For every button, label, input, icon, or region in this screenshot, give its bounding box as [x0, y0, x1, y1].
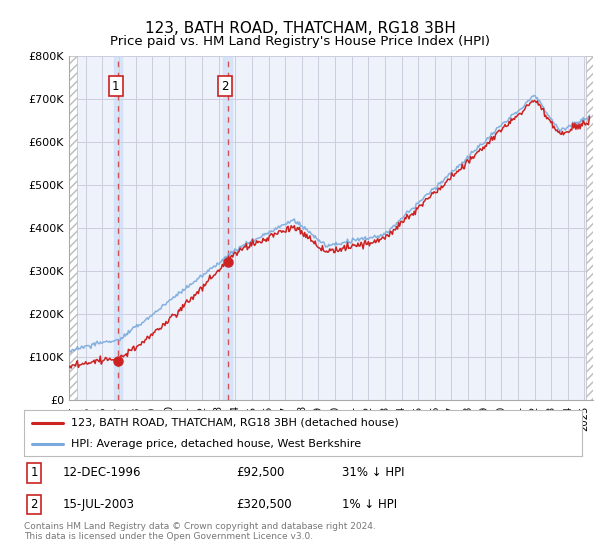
Bar: [586, 56, 593, 400]
Text: 12-DEC-1996: 12-DEC-1996: [63, 466, 142, 479]
Text: 123, BATH ROAD, THATCHAM, RG18 3BH: 123, BATH ROAD, THATCHAM, RG18 3BH: [145, 21, 455, 36]
Bar: [114, 56, 122, 400]
Text: 15-JUL-2003: 15-JUL-2003: [63, 498, 135, 511]
Bar: [69, 56, 77, 400]
Text: £92,500: £92,500: [236, 466, 284, 479]
Text: 1: 1: [112, 80, 119, 92]
Text: 123, BATH ROAD, THATCHAM, RG18 3BH (detached house): 123, BATH ROAD, THATCHAM, RG18 3BH (deta…: [71, 418, 399, 428]
Text: 1% ↓ HPI: 1% ↓ HPI: [342, 498, 397, 511]
Text: 2: 2: [30, 498, 38, 511]
Bar: [223, 56, 232, 400]
Text: Price paid vs. HM Land Registry's House Price Index (HPI): Price paid vs. HM Land Registry's House …: [110, 35, 490, 48]
Text: 2: 2: [221, 80, 229, 92]
Text: 31% ↓ HPI: 31% ↓ HPI: [342, 466, 404, 479]
Text: 1: 1: [30, 466, 38, 479]
Text: HPI: Average price, detached house, West Berkshire: HPI: Average price, detached house, West…: [71, 439, 362, 449]
Text: £320,500: £320,500: [236, 498, 292, 511]
Text: Contains HM Land Registry data © Crown copyright and database right 2024.
This d: Contains HM Land Registry data © Crown c…: [24, 522, 376, 542]
